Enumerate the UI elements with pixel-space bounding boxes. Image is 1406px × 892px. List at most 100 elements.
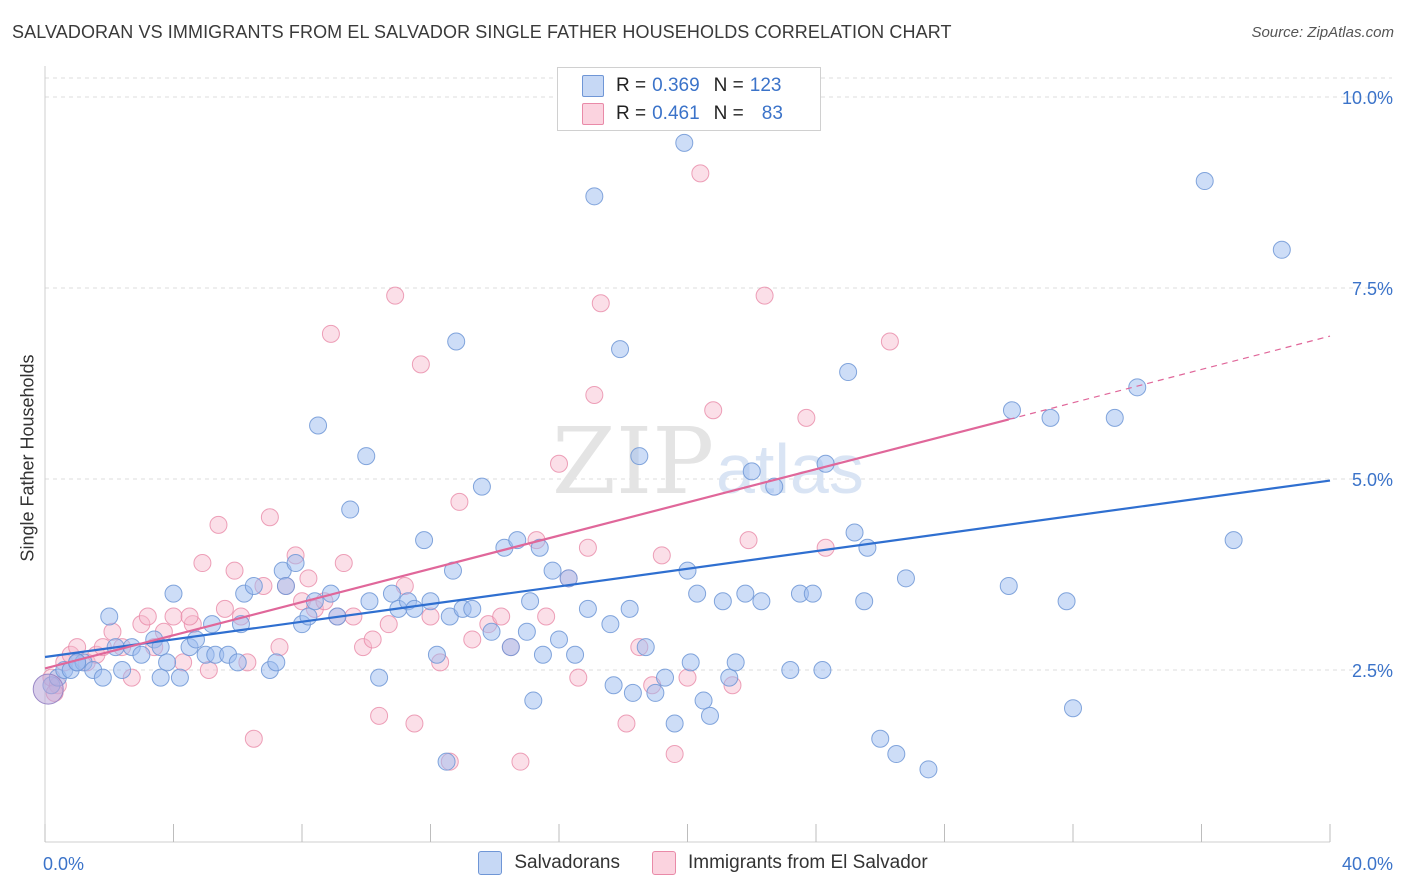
data-point-salvadorans bbox=[405, 599, 424, 618]
data-point-salvadorans bbox=[482, 622, 501, 641]
data-point-salvadorans bbox=[93, 668, 112, 687]
series-legend: Salvadorans Immigrants from El Salvador bbox=[0, 851, 1406, 875]
data-point-immigrants bbox=[652, 546, 671, 565]
data-point-salvadorans bbox=[726, 653, 745, 672]
x-tick-label: 40.0% bbox=[1342, 854, 1393, 874]
data-point-immigrants bbox=[421, 607, 440, 626]
data-point-salvadorans bbox=[360, 592, 379, 611]
data-point-salvadorans bbox=[675, 133, 694, 152]
legend-item-salvadorans[interactable]: Salvadorans bbox=[478, 851, 620, 875]
data-point-immigrants bbox=[199, 661, 218, 679]
data-point-immigrants bbox=[492, 607, 511, 626]
data-point-salvadorans bbox=[382, 584, 401, 603]
trend-lines bbox=[44, 335, 1331, 670]
data-point-immigrants bbox=[691, 164, 710, 183]
data-point-salvadorans bbox=[781, 661, 800, 679]
legend-swatch-immigrants bbox=[651, 851, 676, 875]
data-point-salvadorans bbox=[357, 447, 376, 466]
data-point-immigrants bbox=[797, 408, 816, 427]
data-point-salvadorans bbox=[871, 729, 890, 748]
legend-n-value: 83 bbox=[761, 103, 783, 124]
legend-n-label: N = bbox=[713, 103, 744, 124]
data-point-salvadorans bbox=[601, 615, 620, 634]
data-point-immigrants bbox=[585, 385, 604, 404]
data-point-salvadorans bbox=[421, 592, 440, 611]
data-point-salvadorans bbox=[550, 630, 568, 649]
data-point-salvadorans bbox=[604, 676, 623, 695]
trend-line-immigrants bbox=[44, 418, 1010, 670]
data-point-immigrants bbox=[180, 607, 199, 626]
data-point-salvadorans bbox=[742, 462, 761, 481]
data-point-immigrants bbox=[550, 454, 568, 473]
data-point-salvadorans bbox=[370, 668, 389, 687]
legend-swatch-salvadorans bbox=[478, 851, 503, 875]
data-point-immigrants bbox=[215, 599, 234, 618]
data-point-salvadorans bbox=[341, 500, 360, 519]
data-point-salvadorans bbox=[765, 477, 784, 496]
legend-swatch-pink bbox=[582, 103, 604, 125]
data-point-salvadorans bbox=[132, 645, 151, 664]
legend-row-immigrants: R = 0.461 N = 83 bbox=[582, 100, 797, 128]
data-point-immigrants bbox=[299, 569, 318, 588]
data-point-salvadorans bbox=[636, 638, 655, 657]
data-point-salvadorans bbox=[720, 668, 739, 687]
data-point-immigrants bbox=[174, 653, 193, 672]
data-point-immigrants bbox=[379, 615, 398, 634]
data-point-salvadorans bbox=[803, 584, 822, 603]
data-point-salvadorans bbox=[813, 661, 832, 679]
data-point-salvadorans bbox=[286, 554, 305, 573]
data-point-salvadorans bbox=[228, 653, 247, 672]
source-attribution: Source: ZipAtlas.com bbox=[1251, 24, 1394, 41]
legend-item-immigrants[interactable]: Immigrants from El Salvador bbox=[651, 851, 928, 875]
data-point-immigrants bbox=[334, 554, 353, 573]
data-point-salvadorans bbox=[170, 668, 189, 687]
legend-r-label: R = bbox=[616, 75, 647, 96]
data-point-immigrants bbox=[164, 607, 183, 626]
data-point-immigrants bbox=[209, 515, 228, 534]
data-point-salvadorans bbox=[463, 599, 482, 618]
data-point-salvadorans bbox=[646, 683, 665, 702]
data-point-salvadorans bbox=[447, 332, 466, 351]
axes bbox=[44, 66, 1331, 843]
data-point-salvadorans bbox=[700, 706, 719, 725]
data-point-salvadorans bbox=[521, 592, 540, 611]
trend-line-salvadorans bbox=[44, 479, 1331, 659]
data-point-salvadorans bbox=[113, 661, 132, 679]
data-point-salvadorans bbox=[752, 592, 771, 611]
data-point-salvadorans bbox=[713, 592, 732, 611]
legend-swatch-blue bbox=[582, 75, 604, 97]
data-point-salvadorans bbox=[688, 584, 707, 603]
watermark-atlas: atlas bbox=[716, 430, 864, 508]
data-point-immigrants bbox=[880, 332, 899, 351]
data-point-salvadorans bbox=[665, 714, 684, 733]
data-point-cluster bbox=[32, 673, 64, 705]
data-point-salvadorans bbox=[736, 584, 755, 603]
legend-n-value: 123 bbox=[749, 75, 782, 96]
data-point-salvadorans bbox=[1272, 240, 1291, 259]
data-point-salvadorans bbox=[1064, 699, 1082, 718]
data-point-salvadorans bbox=[276, 576, 295, 595]
legend-r-label: R = bbox=[616, 103, 647, 124]
data-point-immigrants bbox=[511, 752, 530, 771]
legend-r-value: 0.369 bbox=[652, 75, 700, 96]
data-point-salvadorans bbox=[1105, 408, 1124, 427]
data-point-salvadorans bbox=[681, 653, 700, 672]
data-point-immigrants bbox=[463, 630, 482, 649]
data-point-salvadorans bbox=[517, 622, 536, 641]
data-point-salvadorans bbox=[585, 187, 604, 206]
data-point-salvadorans bbox=[543, 561, 562, 580]
data-point-immigrants bbox=[260, 508, 279, 527]
data-point-salvadorans bbox=[530, 538, 549, 557]
data-point-immigrants bbox=[405, 714, 424, 733]
data-point-salvadorans bbox=[578, 599, 597, 618]
data-point-immigrants bbox=[370, 706, 389, 725]
data-point-salvadorans bbox=[427, 645, 446, 664]
data-point-immigrants bbox=[270, 638, 289, 657]
data-point-immigrants bbox=[755, 286, 774, 305]
data-point-salvadorans bbox=[472, 477, 491, 496]
data-point-salvadorans bbox=[501, 638, 520, 657]
data-point-salvadorans bbox=[415, 531, 434, 550]
data-point-salvadorans bbox=[524, 691, 543, 710]
data-point-salvadorans bbox=[100, 607, 119, 626]
